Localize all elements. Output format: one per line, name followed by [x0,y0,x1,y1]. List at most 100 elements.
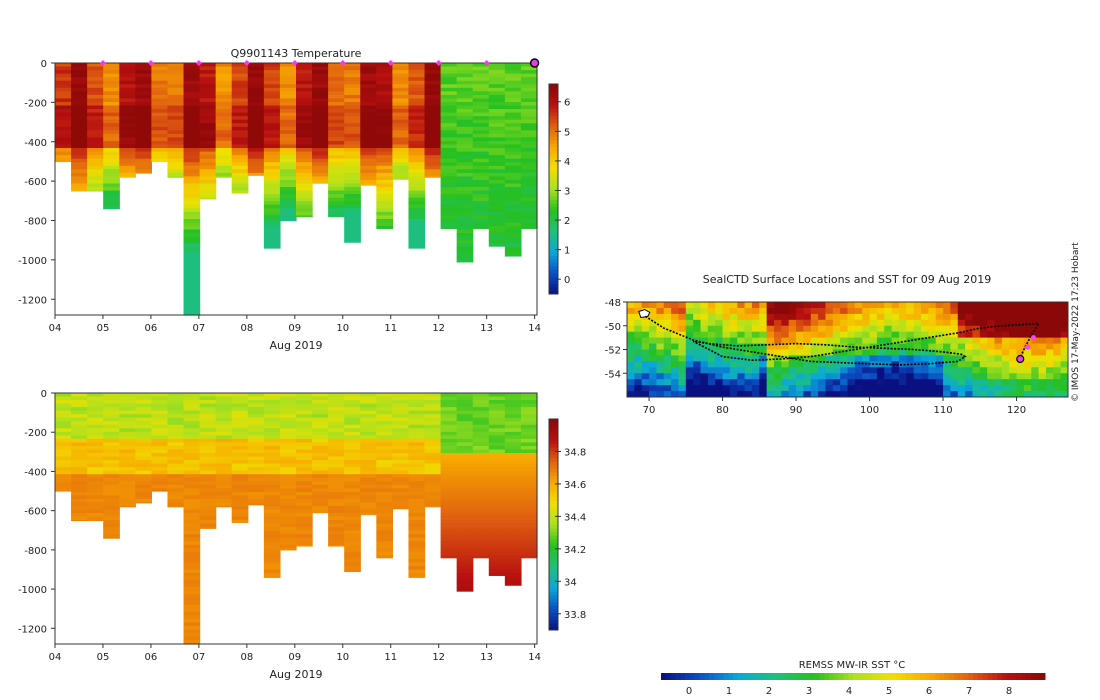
heatmap-cell [504,502,522,507]
heatmap-cell [151,421,169,426]
heatmap-cell [440,183,458,188]
heatmap-cell [103,481,120,486]
heatmap-cell [87,98,104,103]
heatmap-cell [71,190,88,192]
sst-cell [1016,313,1025,321]
heatmap-cell [328,194,345,199]
sst-cell [825,349,834,356]
sst-cell [1060,307,1069,315]
heatmap-cell [71,179,88,185]
heatmap-cell [247,403,265,408]
sst-cell [972,343,981,350]
heatmap-cell [296,393,313,398]
heatmap-cell [376,105,393,110]
sst-cell [737,302,746,309]
sst-cell [994,319,1003,327]
heatmap-cell [376,80,393,85]
heatmap-cell [456,158,474,163]
heatmap-cell [408,403,426,408]
heatmap-cell [456,194,474,199]
heatmap-cell [199,176,217,181]
sst-cell [891,307,900,315]
heatmap-cell [328,144,345,149]
heatmap-cell [215,495,233,500]
sst-cell [818,349,826,356]
x-tick-label: 07 [193,652,206,663]
heatmap-cell [520,126,538,131]
surface-marker [147,60,154,66]
heatmap-cell [183,491,201,496]
heatmap-cell [344,537,361,542]
heatmap-cell [55,109,72,114]
heatmap-cell [199,414,217,419]
heatmap-cell [488,229,506,234]
heatmap-cell [376,148,393,153]
heatmap-cell [392,77,410,82]
sst-cell [707,331,716,339]
heatmap-cell [328,158,345,163]
colorbar-tick-label: 2 [766,686,772,697]
x-tick-label: 06 [145,652,158,663]
heatmap-cell [424,491,442,496]
sst-cell [715,313,724,321]
heatmap-cell [456,236,474,241]
sst-cell [906,307,915,315]
heatmap-cell [279,80,297,85]
heatmap-cell [215,133,233,139]
heatmap-cell [520,176,538,181]
heatmap-cell [456,151,474,156]
heatmap-cell [135,84,152,89]
heatmap-cell [279,491,297,496]
heatmap-cell [360,158,377,163]
heatmap-cell [183,162,201,167]
heatmap-cell [344,137,361,142]
sst-cell [906,379,915,386]
heatmap-cell [312,449,329,454]
sst-cell [1023,325,1032,333]
sst-map-title: SealCTD Surface Locations and SST for 09… [703,273,992,286]
heatmap-cell [215,393,233,398]
heatmap-cell [167,130,185,135]
heatmap-cell [456,544,474,549]
heatmap-cell [344,91,361,96]
heatmap-cell [215,73,233,78]
sst-cell [781,325,790,333]
sst-cell [649,385,657,392]
heatmap-cell [376,197,393,202]
sst-cell [729,307,738,315]
heatmap-cell [328,123,345,128]
colorbar-segment [549,535,558,540]
heatmap-cell [167,155,185,160]
sst-cell [979,313,988,321]
heatmap-cell [520,491,538,496]
heatmap-cell [408,226,426,231]
heatmap-cell [199,137,217,142]
sst-cell [943,325,951,333]
heatmap-cell [440,179,458,185]
sst-cell [1023,337,1032,345]
heatmap-cell [135,140,152,146]
heatmap-cell [183,116,201,121]
heatmap-cell [55,105,72,110]
sst-cell [854,379,863,386]
heatmap-cell [488,442,506,447]
heatmap-cell [279,133,297,139]
heatmap-cell [296,197,313,202]
sst-cell [840,379,848,386]
sst-cell [1016,337,1025,345]
heatmap-cell [440,105,458,110]
sst-cell [1038,325,1047,333]
heatmap-cell [312,474,329,479]
sst-cell [715,337,724,345]
heatmap-cell [263,460,281,465]
sst-cell [781,349,790,356]
heatmap-cell [183,226,201,231]
heatmap-cell [440,541,458,546]
heatmap-cell [167,477,185,482]
heatmap-cell [424,407,442,412]
sst-cell [921,331,929,339]
heatmap-cell [360,80,377,85]
heatmap-cell [504,101,522,107]
heatmap-cell [296,179,313,185]
heatmap-cell [296,400,313,405]
